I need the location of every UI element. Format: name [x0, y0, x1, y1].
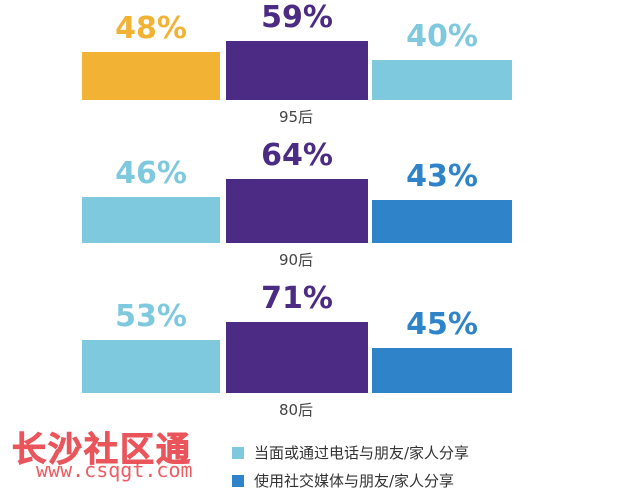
- value-label-2-1: 71%: [261, 281, 333, 316]
- legend-label-social-media: 使用社交媒体与朋友/家人分享: [254, 472, 455, 490]
- value-label-1-2: 43%: [406, 159, 478, 194]
- value-label-0-0: 48%: [115, 11, 187, 46]
- legend-label-in-person: 当面或通过电话与朋友/家人分享: [254, 444, 470, 462]
- watermark-url: www.csqgt.com: [36, 458, 193, 482]
- bar-1-1: [226, 179, 368, 243]
- bar-0-0: [82, 52, 220, 100]
- bar-2-2: [372, 348, 512, 393]
- value-label-0-1: 59%: [261, 0, 333, 35]
- legend-item-in-person: 当面或通过电话与朋友/家人分享: [232, 442, 469, 463]
- value-label-0-2: 40%: [406, 19, 478, 54]
- bar-0-1: [226, 41, 368, 100]
- value-label-1-1: 64%: [261, 138, 333, 173]
- group-label-0: 95后: [279, 108, 313, 126]
- legend-swatch-in-person: [232, 446, 244, 459]
- bar-1-0: [82, 197, 220, 243]
- group-label-2: 80后: [279, 401, 313, 419]
- bar-2-0: [82, 340, 220, 393]
- bar-0-2: [372, 60, 512, 100]
- group-label-1: 90后: [279, 251, 313, 269]
- value-label-2-0: 53%: [115, 299, 187, 334]
- bar-1-2: [372, 200, 512, 243]
- value-label-1-0: 46%: [115, 156, 187, 191]
- bar-2-1: [226, 322, 368, 393]
- legend-swatch-social-media: [232, 474, 244, 487]
- watermark-logo: 长沙社区通: [12, 430, 192, 471]
- legend-item-social-media: 使用社交媒体与朋友/家人分享: [232, 470, 454, 491]
- value-label-2-2: 45%: [406, 307, 478, 342]
